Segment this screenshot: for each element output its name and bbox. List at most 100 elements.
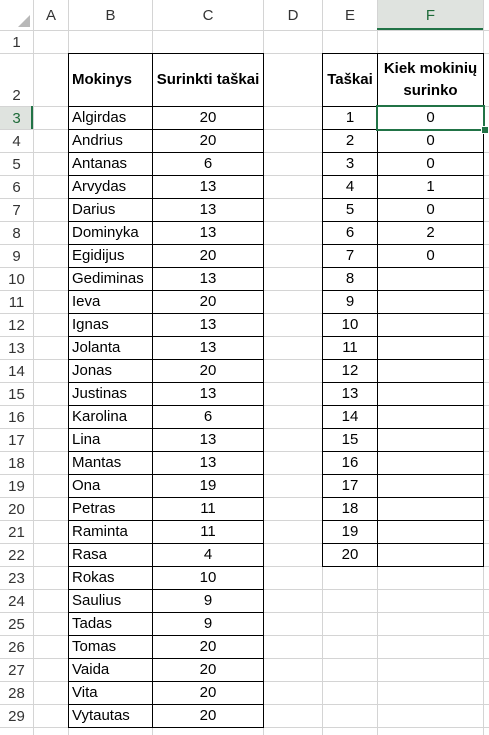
count-cell[interactable] — [378, 359, 483, 382]
count-cell[interactable] — [378, 543, 483, 566]
count-cell[interactable] — [378, 267, 483, 290]
student-score-cell[interactable]: 13 — [199, 339, 217, 356]
student-score-cell[interactable]: 4 — [203, 546, 213, 563]
student-name-cell[interactable]: Antanas — [72, 155, 128, 172]
column-header-a[interactable]: A — [34, 0, 68, 30]
count-cell[interactable]: 0 — [426, 132, 435, 149]
fill-handle[interactable] — [481, 126, 489, 134]
row-header-29[interactable]: 29 — [8, 708, 25, 725]
student-name-cell[interactable]: Arvydas — [72, 178, 127, 195]
student-score-cell[interactable]: 13 — [199, 224, 217, 241]
row-header-25[interactable]: 25 — [8, 616, 25, 633]
row-header-23[interactable]: 23 — [8, 570, 25, 587]
row-header-10[interactable]: 10 — [8, 271, 25, 288]
count-cell[interactable]: 0 — [426, 247, 435, 264]
points-cell[interactable]: 11 — [342, 339, 358, 356]
student-score-cell[interactable]: 9 — [203, 592, 213, 609]
points-cell[interactable]: 9 — [345, 293, 355, 310]
points-cell[interactable]: 14 — [341, 408, 359, 425]
row-header-20[interactable]: 20 — [8, 501, 25, 518]
row-header-18[interactable]: 18 — [8, 455, 25, 472]
count-cell[interactable]: 0 — [426, 201, 435, 218]
student-name-cell[interactable]: Justinas — [72, 385, 128, 402]
student-score-cell[interactable]: 10 — [199, 569, 217, 586]
student-name-cell[interactable]: Karolina — [72, 408, 128, 425]
row-header-24[interactable]: 24 — [8, 593, 25, 610]
row-header-6[interactable]: 6 — [12, 179, 21, 196]
student-score-cell[interactable]: 13 — [199, 178, 217, 195]
student-score-cell[interactable]: 20 — [199, 661, 217, 678]
student-name-cell[interactable]: Vytautas — [72, 707, 130, 724]
points-cell[interactable]: 20 — [341, 546, 359, 563]
count-cell[interactable] — [378, 474, 483, 497]
column-header-f[interactable]: F — [378, 0, 483, 30]
student-score-cell[interactable]: 20 — [199, 362, 217, 379]
student-name-cell[interactable]: Jolanta — [72, 339, 121, 356]
table2-header-points[interactable]: Taškai — [327, 71, 373, 88]
row-header-27[interactable]: 27 — [8, 662, 25, 679]
count-cell[interactable] — [378, 313, 483, 336]
points-cell[interactable]: 19 — [341, 523, 359, 540]
points-cell[interactable]: 1 — [345, 109, 355, 126]
points-cell[interactable]: 18 — [341, 500, 359, 517]
points-cell[interactable]: 3 — [345, 155, 355, 172]
student-name-cell[interactable]: Andrius — [72, 132, 123, 149]
student-score-cell[interactable]: 20 — [199, 684, 217, 701]
row-header-5[interactable]: 5 — [12, 156, 21, 173]
row-header-9[interactable]: 9 — [12, 248, 21, 265]
row-header-15[interactable]: 15 — [8, 386, 25, 403]
student-name-cell[interactable]: Ona — [72, 477, 101, 494]
count-cell[interactable]: 2 — [426, 224, 435, 241]
row-header-7[interactable]: 7 — [12, 202, 21, 219]
student-score-cell[interactable]: 9 — [203, 615, 213, 632]
count-cell[interactable] — [378, 382, 483, 405]
points-cell[interactable]: 6 — [345, 224, 355, 241]
student-score-cell[interactable]: 20 — [199, 247, 217, 264]
student-name-cell[interactable]: Rokas — [72, 569, 115, 586]
student-name-cell[interactable]: Lina — [72, 431, 101, 448]
row-header-26[interactable]: 26 — [8, 639, 25, 656]
student-name-cell[interactable]: Saulius — [72, 592, 122, 609]
student-score-cell[interactable]: 11 — [200, 500, 216, 517]
student-score-cell[interactable]: 13 — [199, 201, 217, 218]
student-name-cell[interactable]: Dominyka — [72, 224, 139, 241]
student-name-cell[interactable]: Jonas — [72, 362, 113, 379]
points-cell[interactable]: 4 — [345, 178, 355, 195]
student-score-cell[interactable]: 6 — [203, 408, 213, 425]
count-cell[interactable] — [378, 520, 483, 543]
row-header-12[interactable]: 12 — [8, 317, 25, 334]
column-header-d[interactable]: D — [264, 0, 322, 30]
count-cell[interactable]: 0 — [426, 109, 435, 126]
student-name-cell[interactable]: Gediminas — [72, 270, 144, 287]
student-score-cell[interactable]: 11 — [200, 523, 216, 540]
row-header-13[interactable]: 13 — [8, 340, 25, 357]
student-name-cell[interactable]: Vita — [72, 684, 98, 701]
column-header-c[interactable]: C — [153, 0, 263, 30]
student-name-cell[interactable]: Rasa — [72, 546, 108, 563]
points-cell[interactable]: 10 — [341, 316, 359, 333]
student-score-cell[interactable]: 13 — [199, 385, 217, 402]
points-cell[interactable]: 13 — [341, 385, 359, 402]
row-header-22[interactable]: 22 — [8, 547, 25, 564]
student-score-cell[interactable]: 13 — [199, 454, 217, 471]
points-cell[interactable]: 12 — [341, 362, 359, 379]
points-cell[interactable]: 8 — [345, 270, 355, 287]
points-cell[interactable]: 2 — [345, 132, 355, 149]
student-score-cell[interactable]: 20 — [199, 109, 217, 126]
row-header-28[interactable]: 28 — [8, 685, 25, 702]
row-header-14[interactable]: 14 — [8, 363, 25, 380]
count-cell[interactable] — [378, 428, 483, 451]
points-cell[interactable]: 17 — [341, 477, 359, 494]
row-header-4[interactable]: 4 — [12, 133, 21, 150]
student-name-cell[interactable]: Algirdas — [72, 109, 127, 126]
student-score-cell[interactable]: 19 — [199, 477, 217, 494]
student-score-cell[interactable]: 20 — [199, 132, 217, 149]
student-score-cell[interactable]: 13 — [199, 431, 217, 448]
row-header-16[interactable]: 16 — [8, 409, 25, 426]
student-name-cell[interactable]: Ignas — [72, 316, 109, 333]
student-name-cell[interactable]: Raminta — [72, 523, 128, 540]
table2-header-count[interactable]: Kiek mokinių surinko — [378, 53, 483, 106]
student-name-cell[interactable]: Tomas — [72, 638, 117, 655]
count-cell[interactable] — [378, 451, 483, 474]
row-header-1[interactable]: 1 — [12, 34, 21, 51]
